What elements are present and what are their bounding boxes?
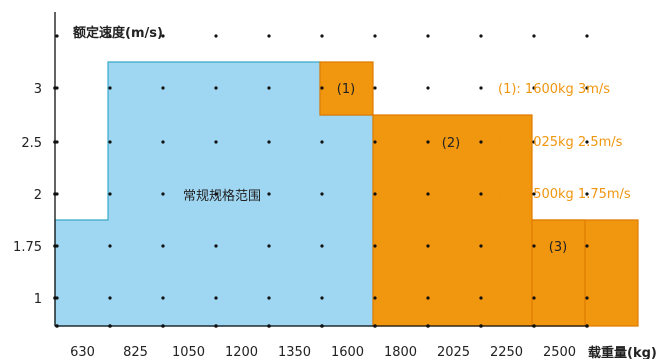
grid-dot [373, 244, 377, 248]
region-label-r3: (3) [549, 240, 567, 255]
regions-layer [54, 61, 639, 327]
grid-dot [214, 86, 218, 90]
grid-dot [426, 192, 430, 196]
grid-dot [426, 86, 430, 90]
x-axis-title: 载重量(kg) [588, 345, 657, 359]
grid-dot [479, 192, 483, 196]
region-labels: 常规规格范围 (1) (2) (3) [183, 82, 567, 255]
grid-dot [585, 296, 589, 300]
x-tick-label: 2250 [490, 345, 523, 359]
region-label-standard: 常规规格范围 [183, 188, 261, 204]
grid-dot [479, 140, 483, 144]
grid-dot [532, 296, 536, 300]
grid-dot [585, 244, 589, 248]
grid-dot [479, 34, 483, 38]
grid-dot [373, 296, 377, 300]
grid-dot [320, 34, 324, 38]
grid-dot [214, 34, 218, 38]
grid-dot [426, 296, 430, 300]
axes [54, 12, 588, 327]
grid-dot [426, 244, 430, 248]
grid-dot [214, 192, 218, 196]
y-tick-label: 3 [34, 82, 42, 97]
grid-dot [108, 244, 112, 248]
grid-dot [585, 192, 589, 196]
grid-dot [161, 244, 165, 248]
grid-dot [214, 140, 218, 144]
grid-dot [320, 86, 324, 90]
grid-dot [214, 296, 218, 300]
grid-dot [532, 192, 536, 196]
annotation-1: (1): 1600kg 3m/s [498, 82, 610, 97]
grid-dot [267, 192, 271, 196]
y-tick-label: 1 [34, 292, 42, 307]
x-tick-label: 1200 [225, 345, 258, 359]
grid-dot [479, 86, 483, 90]
grid-dot [320, 244, 324, 248]
grid-dot [267, 296, 271, 300]
grid-dot [373, 192, 377, 196]
grid-dot [585, 140, 589, 144]
grid-dot [320, 192, 324, 196]
y-axis-title: 额定速度(m/s) [73, 25, 163, 41]
grid-dot [320, 296, 324, 300]
grid-dot [532, 86, 536, 90]
x-tick-label: 1350 [278, 345, 311, 359]
grid-dot [161, 34, 165, 38]
grid-dot [161, 86, 165, 90]
grid-dot [532, 140, 536, 144]
grid-dot [585, 34, 589, 38]
x-tick-label: 825 [123, 345, 148, 359]
grid-dot [373, 86, 377, 90]
x-tick-labels: 630 825 1050 1200 1350 1600 1800 2025 2250 2500 [70, 345, 576, 359]
y-tick-label: 1.75 [13, 240, 42, 255]
grid-dot [479, 296, 483, 300]
x-tick-label: 1800 [384, 345, 417, 359]
grid-dot [161, 296, 165, 300]
grid-dot [267, 34, 271, 38]
grid-dot [161, 140, 165, 144]
region-3 [531, 219, 586, 327]
grid-dot [108, 86, 112, 90]
grid-dot [267, 244, 271, 248]
grid-dot [426, 34, 430, 38]
grid-dot [108, 34, 112, 38]
region-1 [319, 61, 374, 116]
grid-dot [373, 140, 377, 144]
grid-dot [267, 140, 271, 144]
x-tick-label: 630 [70, 345, 95, 359]
y-tick-label: 2 [34, 188, 42, 203]
grid-dot [161, 192, 165, 196]
y-tick-label: 2.5 [21, 136, 42, 151]
annotation-legend: (1): 1600kg 3m/s (2): 2025kg 2.5m/s (3): 2… [498, 82, 631, 202]
grid-dot [214, 244, 218, 248]
grid-dot [532, 34, 536, 38]
grid-dot [267, 86, 271, 90]
grid-dots [53, 34, 589, 328]
x-tick-label: 1050 [172, 345, 205, 359]
grid-dot [373, 34, 377, 38]
x-tick-label: 1600 [331, 345, 364, 359]
region-label-r1: (1) [337, 82, 355, 97]
grid-dot [479, 244, 483, 248]
x-tick-label: 2025 [437, 345, 470, 359]
grid-dot [320, 140, 324, 144]
grid-dot [108, 296, 112, 300]
grid-dot [55, 34, 59, 38]
grid-dot [585, 86, 589, 90]
y-tick-labels: 1 1.75 2 2.5 3 [13, 82, 42, 307]
annotation-3: (3): 2500kg 1.75m/s [498, 187, 631, 202]
grid-dot [108, 192, 112, 196]
grid-dot [426, 140, 430, 144]
grid-dot [108, 140, 112, 144]
x-tick-label: 2500 [543, 345, 576, 359]
annotation-2: (2): 2025kg 2.5m/s [498, 135, 623, 150]
grid-dot [532, 244, 536, 248]
region-label-r2: (2) [442, 136, 460, 151]
